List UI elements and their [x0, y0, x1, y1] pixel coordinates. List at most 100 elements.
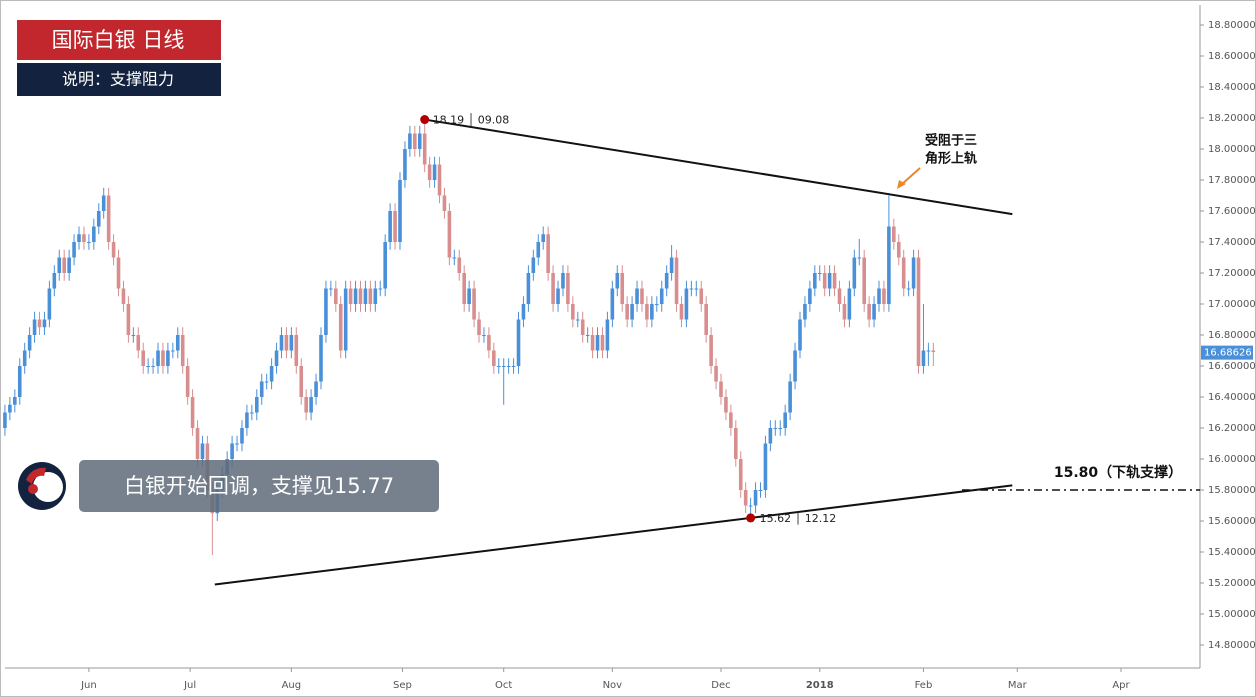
candle-body	[264, 381, 269, 383]
candle-body	[704, 304, 708, 335]
y-tick-label: 16.40000	[1208, 392, 1256, 403]
peak-label: 18.19 │ 09.08	[433, 113, 510, 127]
candle-body	[457, 257, 462, 273]
candle-body	[664, 273, 669, 289]
candle-body	[793, 350, 797, 382]
x-tick-label: Nov	[603, 680, 623, 691]
candle-body	[758, 490, 763, 491]
candle-body	[531, 257, 536, 273]
candle-body	[615, 273, 620, 289]
candle-body	[343, 288, 348, 351]
candle-body	[610, 288, 615, 320]
candle-body	[156, 350, 160, 366]
y-tick-label: 15.40000	[1208, 547, 1256, 558]
candle-body	[230, 443, 234, 459]
note-arrow	[900, 167, 921, 186]
x-tick-label: Feb	[915, 680, 933, 691]
candle-body	[911, 257, 916, 289]
candle-body	[926, 350, 931, 352]
x-tick-label: 2018	[806, 680, 834, 691]
candle-body	[309, 397, 313, 413]
y-tick-label: 15.00000	[1208, 609, 1256, 620]
candle-body	[185, 366, 190, 397]
candle-body	[566, 273, 570, 304]
candle-body	[235, 443, 239, 445]
candle-body	[669, 257, 674, 273]
candle-body	[57, 257, 62, 273]
y-tick-label: 18.60000	[1208, 51, 1256, 62]
chart-title: 国际白银 日线	[52, 28, 185, 52]
subtitle-box	[17, 63, 221, 96]
candle-body	[901, 257, 906, 289]
candle-body	[101, 195, 106, 211]
candle-body	[798, 319, 802, 351]
candle-body	[368, 288, 373, 304]
candle-body	[334, 288, 338, 304]
candle-body	[175, 335, 180, 351]
trendline	[214, 484, 1013, 586]
last-price-tag	[1201, 345, 1253, 360]
candle-body	[748, 505, 753, 507]
candle-body	[3, 412, 7, 428]
candle-body	[141, 350, 146, 366]
candle-body	[699, 288, 704, 304]
candle-body	[896, 242, 901, 258]
candle-body	[734, 428, 738, 459]
x-tick-label: Jul	[183, 680, 196, 691]
candle-body	[245, 412, 249, 428]
x-tick-label: Aug	[282, 680, 302, 691]
candle-body	[585, 335, 590, 336]
candle-body	[240, 428, 244, 444]
candle-body	[694, 288, 699, 290]
candle-body	[269, 366, 274, 382]
candle-body	[190, 397, 195, 428]
candle-body	[329, 288, 333, 290]
candle-body	[738, 459, 743, 490]
y-tick-label: 17.60000	[1208, 206, 1256, 217]
candle-body	[106, 195, 111, 242]
candle-body	[654, 304, 659, 305]
resistance-note: 角形上轨	[925, 151, 977, 167]
candle-body	[274, 350, 279, 366]
candle-body	[862, 257, 866, 304]
candle-body	[62, 257, 66, 273]
y-tick-label: 14.80000	[1208, 640, 1256, 651]
candle-body	[595, 335, 600, 351]
candle-body	[398, 180, 402, 242]
candle-body	[13, 397, 17, 405]
candle-body	[17, 366, 22, 397]
candle-body	[393, 211, 397, 242]
candle-body	[877, 288, 881, 304]
candle-body	[353, 288, 358, 304]
y-tick-label: 18.80000	[1208, 20, 1256, 31]
candle-body	[887, 226, 891, 304]
candle-body	[378, 288, 383, 290]
candle-body	[437, 164, 442, 196]
candle-body	[22, 350, 27, 366]
candle-body	[729, 412, 733, 428]
candle-body	[27, 335, 32, 351]
trough-label: 15.62 │ 12.12	[760, 511, 837, 525]
candle-body	[427, 164, 432, 180]
candle-body	[521, 304, 526, 320]
y-tick-label: 17.40000	[1208, 237, 1256, 248]
candle-body	[605, 319, 610, 351]
candle-body	[254, 397, 259, 413]
candle-body	[492, 350, 496, 366]
candle-body	[37, 319, 42, 328]
candle-body	[289, 335, 294, 351]
candle-body	[674, 257, 679, 304]
candle-body	[496, 366, 501, 367]
candle-body	[847, 288, 852, 320]
candle-body	[111, 242, 116, 258]
candle-body	[42, 319, 47, 328]
candle-body	[72, 242, 76, 258]
candle-body	[778, 428, 783, 429]
trough-marker	[746, 513, 756, 523]
candle-body	[417, 133, 422, 149]
y-tick-label: 15.20000	[1208, 578, 1256, 589]
candle-body	[536, 242, 541, 258]
candle-body	[768, 428, 773, 444]
candle-body	[620, 273, 625, 304]
candle-body	[590, 335, 595, 351]
